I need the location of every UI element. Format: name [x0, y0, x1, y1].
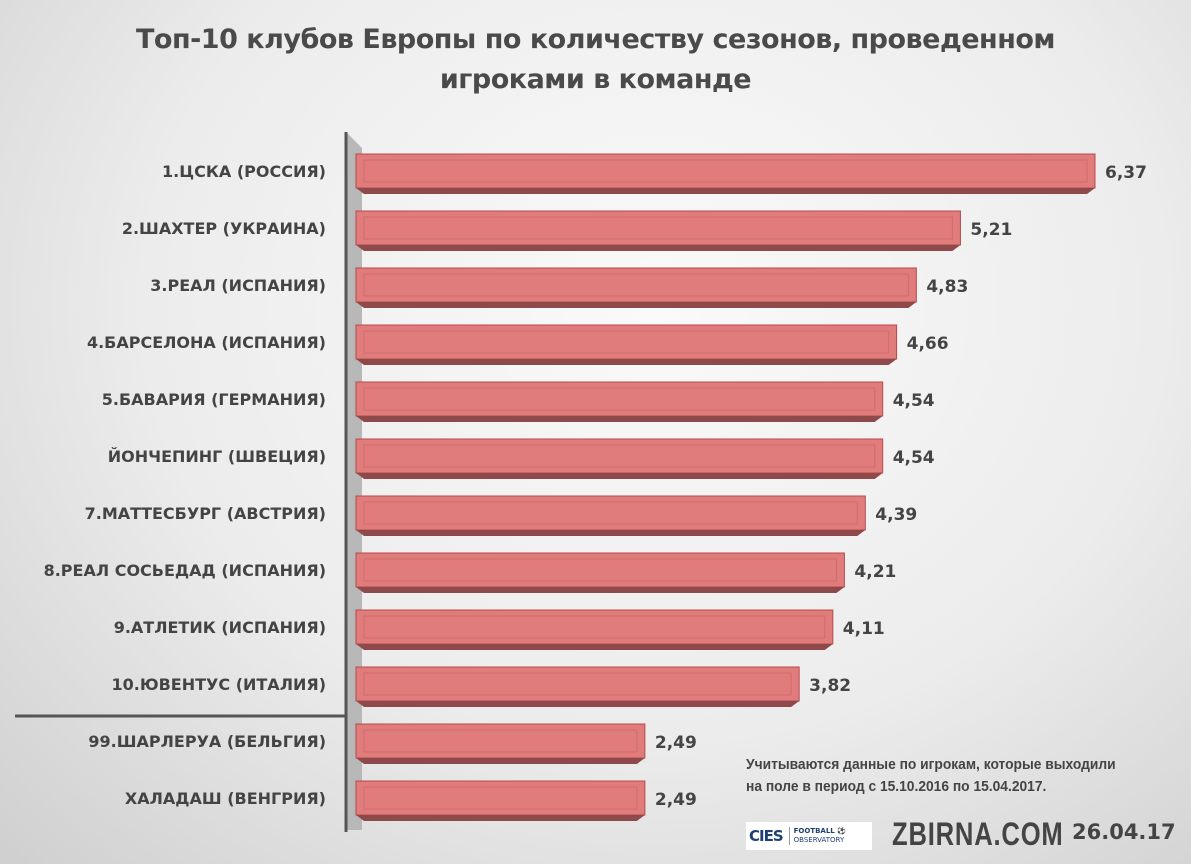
bar [355, 381, 884, 417]
bar-shadow [356, 644, 833, 650]
data-label: 3,82 [809, 676, 851, 696]
category-label: 99.ШАРЛЕРУА (БЕЛЬГИЯ) [88, 732, 326, 751]
bar-bevel [363, 216, 953, 240]
category-label: 8.РЕАЛ СОСЬЕДАД (ИСПАНИЯ) [44, 561, 326, 580]
bar-group: 8.РЕАЛ СОСЬЕДАД (ИСПАНИЯ) 4,21 [44, 552, 896, 593]
data-label: 2,49 [655, 790, 697, 810]
bar-bevel [363, 501, 858, 525]
bar-shadow [356, 359, 897, 365]
bar-shadow [356, 758, 645, 764]
bar [355, 153, 1096, 189]
logo-football: FOOTBALL [793, 827, 835, 835]
category-label: 7.МАТТЕСБУРГ (АВСТРИЯ) [85, 504, 326, 523]
bar-shadow [356, 473, 883, 479]
cies-logo-text: CIES [749, 827, 784, 845]
bar-group: 99.ШАРЛЕРУА (БЕЛЬГИЯ) 2,49 [88, 723, 697, 764]
bar-group: ХАЛАДАШ (ВЕНГРИЯ) 2,49 [125, 780, 697, 821]
bar-bevel [363, 615, 826, 639]
axis-wall [346, 132, 362, 830]
site-logo: ZBIRNA.COM [892, 816, 1064, 852]
footnote-line-1: Учитываются данные по игрокам, которые в… [746, 756, 1116, 773]
chart-title: Топ-10 клубов Европы по количеству сезон… [0, 20, 1191, 100]
category-label: 4.БАРСЕЛОНА (ИСПАНИЯ) [87, 333, 326, 352]
bar-group: 3.РЕАЛ (ИСПАНИЯ) 4,83 [150, 267, 968, 308]
bar-bevel [363, 159, 1088, 183]
data-label: 4,54 [893, 391, 935, 411]
data-label: 4,11 [843, 619, 885, 639]
data-label: 5,21 [970, 220, 1012, 240]
bar-bevel [363, 444, 876, 468]
bar-shadow [356, 587, 845, 593]
bar-group: 1.ЦСКА (РОССИЯ) 6,37 [162, 153, 1147, 194]
bar [355, 780, 646, 816]
cies-logo: CIES FOOTBALL ⚽ OBSERVATORY [746, 822, 872, 850]
bar [355, 495, 866, 531]
bar-bevel [363, 672, 792, 696]
bar [355, 210, 961, 246]
bar [355, 267, 917, 303]
bar-shadow [356, 416, 883, 422]
data-label: 4,66 [907, 334, 949, 354]
category-label: ХАЛАДАШ (ВЕНГРИЯ) [125, 789, 326, 808]
category-label: 9.АТЛЕТИК (ИСПАНИЯ) [114, 618, 326, 637]
bar-bevel [363, 558, 837, 582]
bar-shadow [356, 530, 866, 536]
data-label: 2,49 [655, 733, 697, 753]
bar-bevel [363, 273, 909, 297]
bar [355, 552, 845, 588]
bar-shadow [356, 302, 917, 308]
bar-group: 2.ШАХТЕР (УКРАИНА) 5,21 [122, 210, 1012, 251]
category-label: 5.БАВАРИЯ (ГЕРМАНИЯ) [102, 390, 326, 409]
bar-group: 5.БАВАРИЯ (ГЕРМАНИЯ) 4,54 [102, 381, 935, 422]
bar [355, 666, 800, 702]
bar-shadow [356, 701, 800, 707]
data-label: 4,54 [893, 448, 935, 468]
data-label: 4,21 [854, 562, 896, 582]
bar-bevel [363, 786, 638, 810]
data-label: 4,83 [926, 277, 968, 297]
bar [355, 324, 898, 360]
bar-bevel [363, 330, 890, 354]
category-label: 2.ШАХТЕР (УКРАИНА) [122, 219, 326, 238]
title-line-1: Топ-10 клубов Европы по количеству сезон… [135, 24, 1056, 55]
bar-shadow [356, 188, 1095, 194]
football-observatory-text: FOOTBALL ⚽ OBSERVATORY [788, 827, 846, 845]
bar [355, 723, 646, 759]
bar-bevel [363, 387, 876, 411]
bar-group: 7.МАТТЕСБУРГ (АВСТРИЯ) 4,39 [85, 495, 917, 536]
footnote-line-2: на поле в период с 15.10.2016 по 15.04.2… [746, 778, 1047, 795]
bar-group: ЙОНЧЕПИНГ (ШВЕЦИЯ) 4,54 [108, 438, 935, 479]
category-label: 1.ЦСКА (РОССИЯ) [162, 162, 326, 181]
bar-shadow [356, 245, 961, 251]
date-label: 26.04.17 [1072, 820, 1176, 844]
footnote: Учитываются данные по игрокам, которые в… [746, 754, 1116, 798]
bar-bevel [363, 729, 638, 753]
data-label: 4,39 [875, 505, 917, 525]
data-label: 6,37 [1105, 163, 1147, 183]
logo-observatory: OBSERVATORY [793, 836, 845, 844]
bar-group: 10.ЮВЕНТУС (ИТАЛИЯ) 3,82 [111, 666, 851, 707]
title-line-2: игроками в команде [439, 64, 752, 95]
bar-group: 9.АТЛЕТИК (ИСПАНИЯ) 4,11 [114, 609, 885, 650]
bar-group: 4.БАРСЕЛОНА (ИСПАНИЯ) 4,66 [87, 324, 949, 365]
bar [355, 609, 834, 645]
category-label: ЙОНЧЕПИНГ (ШВЕЦИЯ) [108, 447, 326, 466]
category-label: 3.РЕАЛ (ИСПАНИЯ) [150, 276, 326, 295]
bar-shadow [356, 815, 645, 821]
bar [355, 438, 884, 474]
category-label: 10.ЮВЕНТУС (ИТАЛИЯ) [111, 675, 326, 694]
